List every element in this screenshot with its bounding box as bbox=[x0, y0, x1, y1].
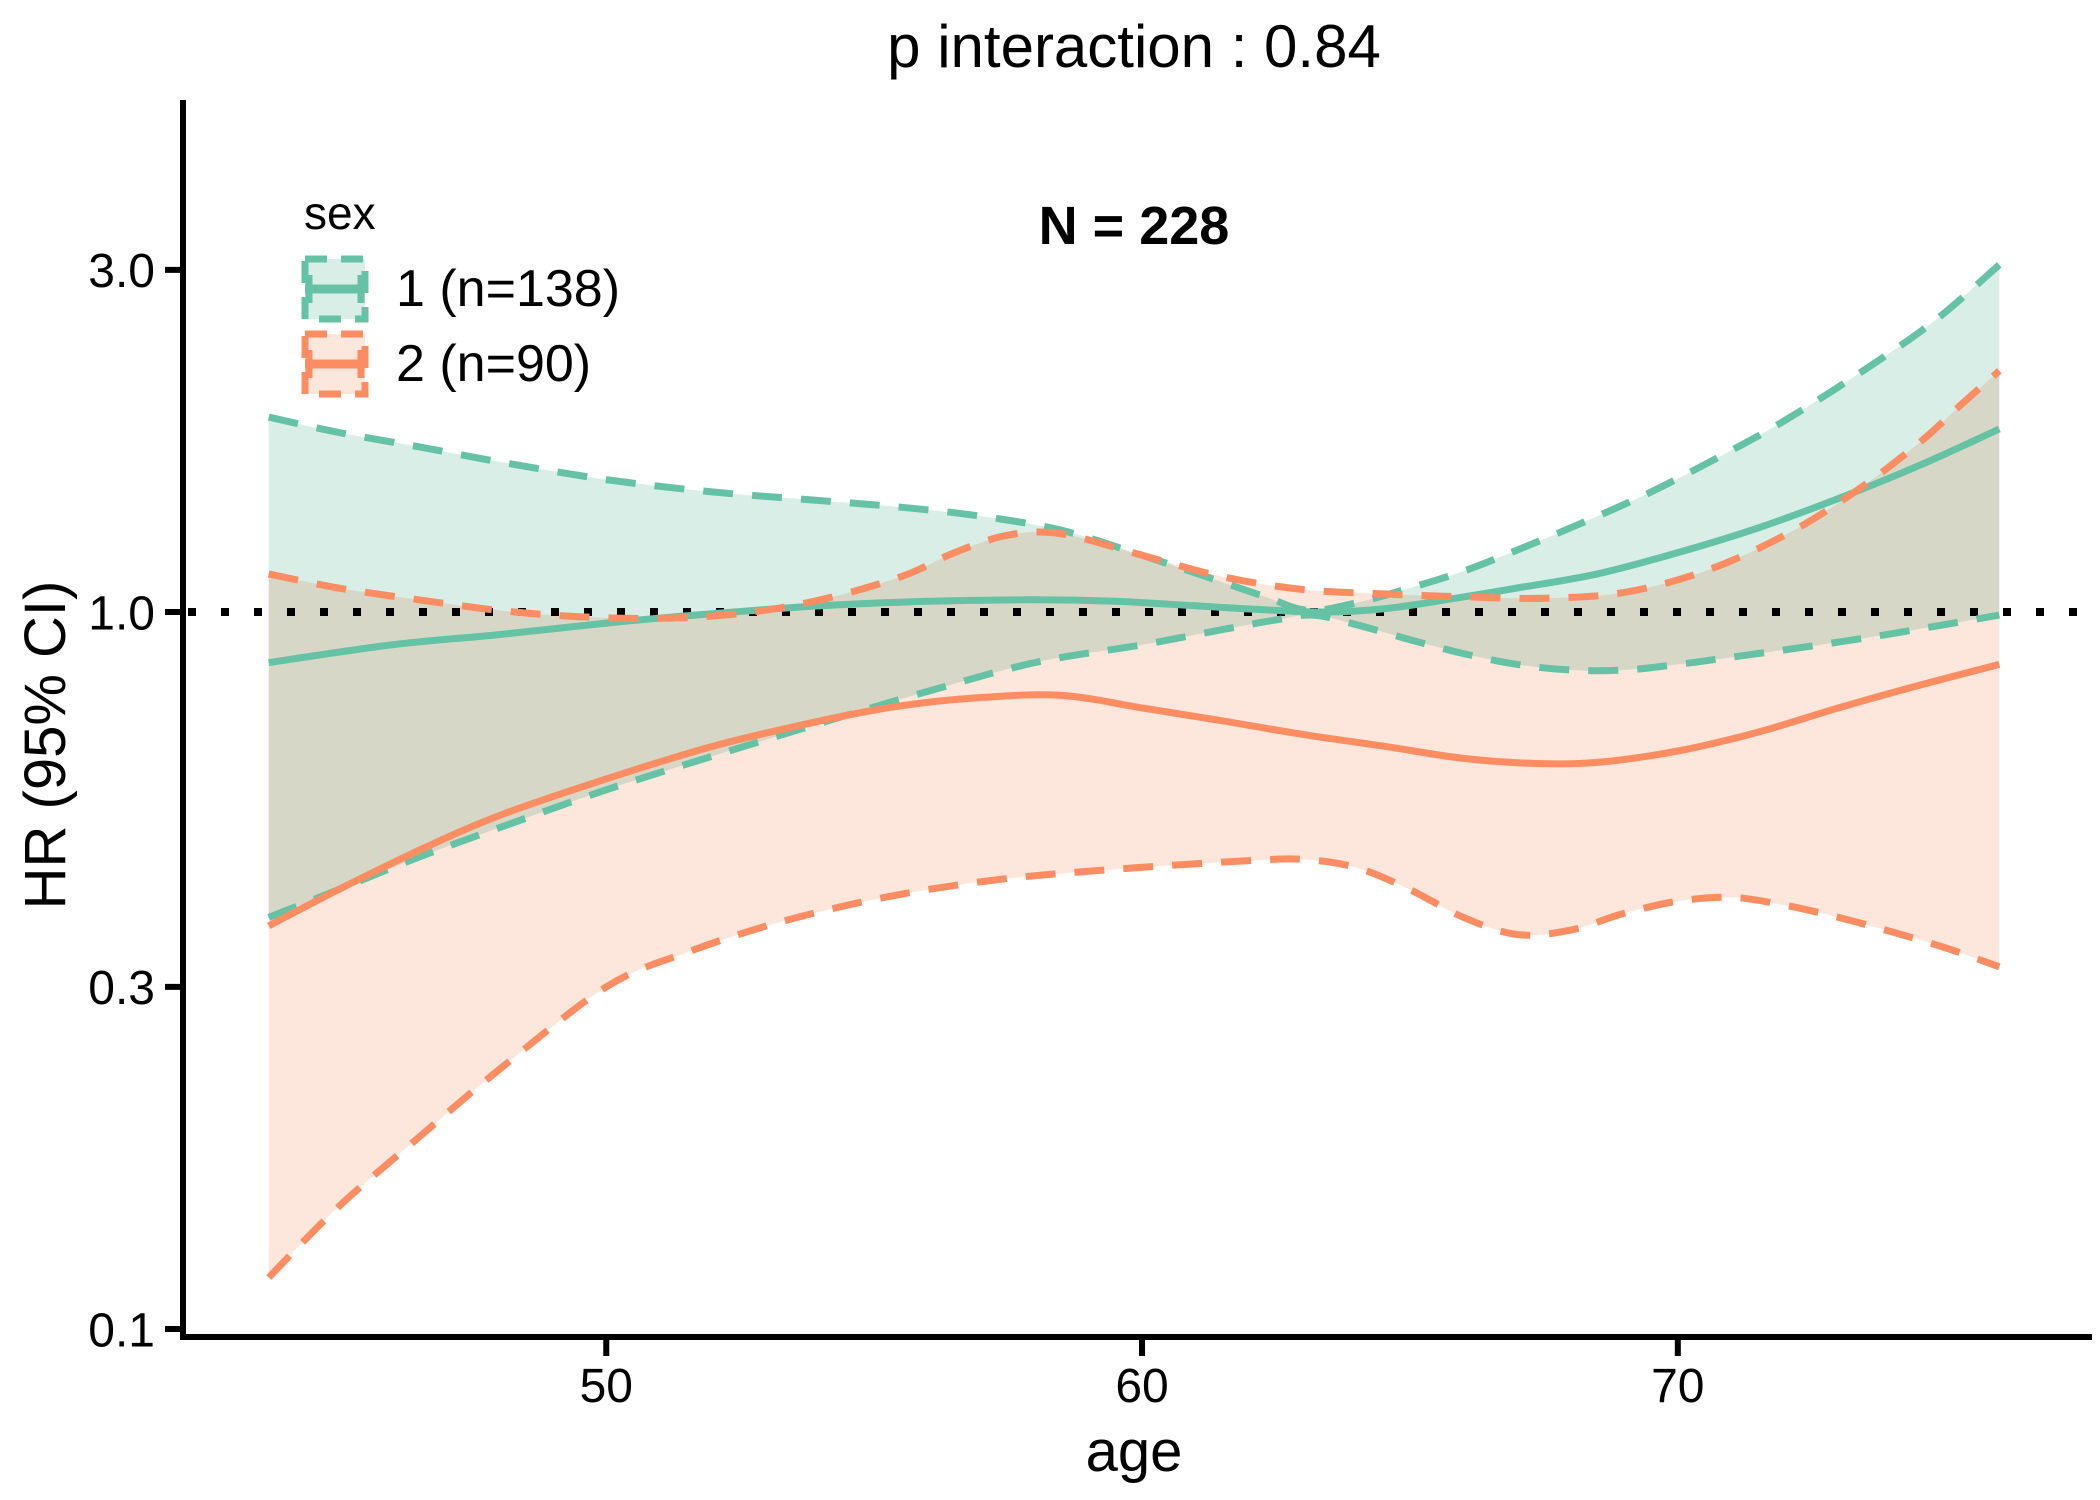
sample-size-annotation: N = 228 bbox=[1038, 196, 1230, 256]
legend-item-sex-2: 2 (n=90) bbox=[300, 329, 620, 399]
plot-title: p interaction : 0.84 bbox=[887, 13, 1381, 80]
ci-upper-sex-1 bbox=[267, 262, 2002, 615]
crossbar-key-icon bbox=[301, 255, 369, 323]
x-tick-label: 70 bbox=[1651, 1360, 1704, 1413]
x-axis-title: age bbox=[1085, 1419, 1183, 1484]
legend-label-sex-2: 2 (n=90) bbox=[396, 335, 592, 393]
y-tick-label: 1.0 bbox=[88, 587, 155, 640]
y-tick-label: 0.3 bbox=[88, 962, 155, 1015]
ci-lower-sex-2 bbox=[266, 855, 2001, 1280]
legend-title: sex bbox=[304, 187, 376, 239]
legend-label-sex-1: 1 (n=138) bbox=[396, 260, 621, 318]
legend: sex 1 (n=138) 2 (n=90) bbox=[300, 186, 620, 404]
crossbar-key-icon bbox=[301, 330, 369, 398]
fit-line-sex-1 bbox=[268, 425, 2001, 667]
x-tick-label: 60 bbox=[1115, 1360, 1168, 1413]
y-axis-title: HR (95% CI) bbox=[13, 580, 79, 910]
fit-line-sex-2 bbox=[267, 661, 2001, 929]
y-tick-label: 3.0 bbox=[88, 245, 155, 298]
x-tick-label: 50 bbox=[580, 1360, 633, 1413]
ci-upper-sex-2 bbox=[267, 368, 2002, 622]
ci-lower-sex-1 bbox=[267, 611, 2000, 921]
y-tick-label: 0.1 bbox=[88, 1304, 155, 1357]
ci-ribbon-sex-2 bbox=[268, 370, 2000, 1278]
legend-item-sex-1: 1 (n=138) bbox=[300, 254, 620, 324]
